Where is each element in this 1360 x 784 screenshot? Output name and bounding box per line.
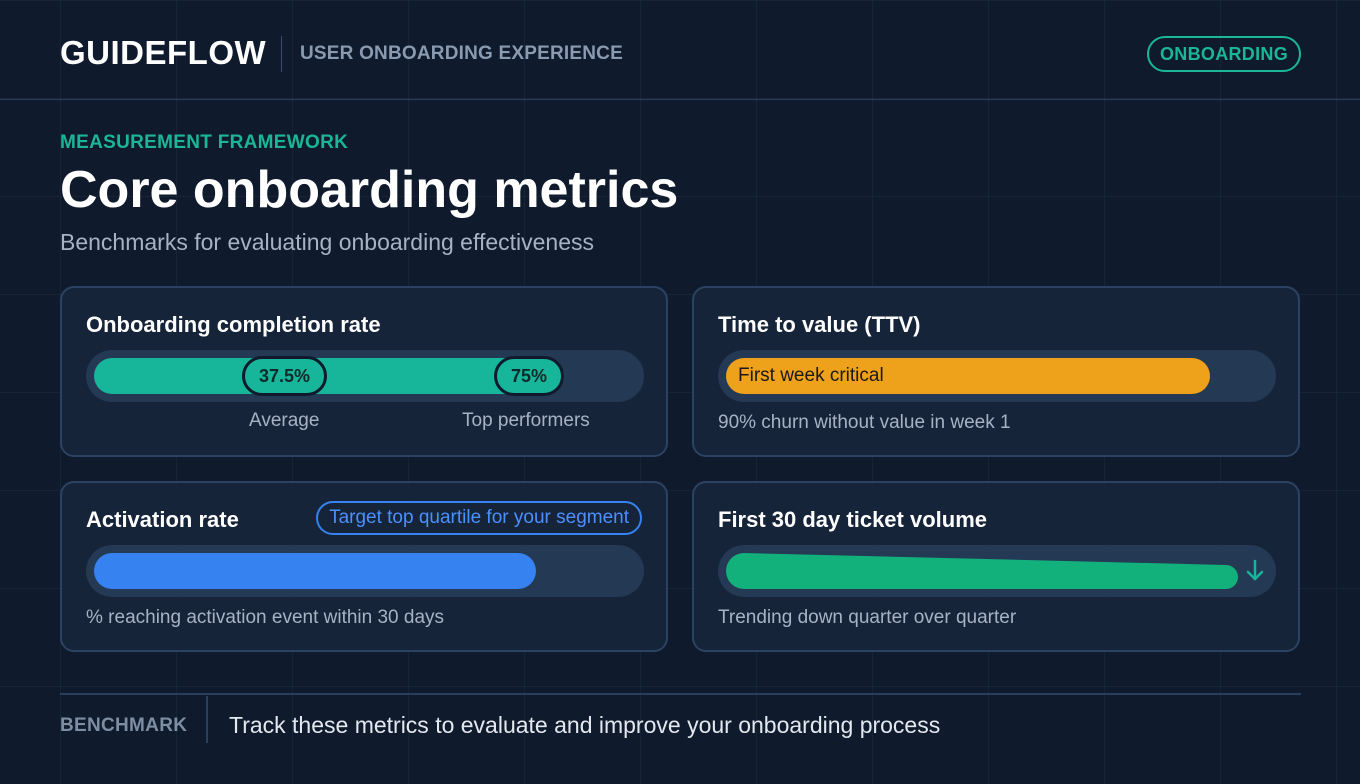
header-divider [281, 36, 282, 72]
average-label: Average [249, 410, 320, 431]
footer-vertical-divider [206, 696, 208, 743]
completion-rate-card: Onboarding completion rate 37.5% 75% Ave… [60, 286, 668, 457]
ttv-track: First week critical [718, 350, 1276, 402]
activation-track [86, 545, 644, 597]
page-subtitle: Benchmarks for evaluating onboarding eff… [60, 229, 595, 255]
card-title: First 30 day ticket volume [718, 507, 987, 532]
footer-text: Track these metrics to evaluate and impr… [229, 712, 941, 738]
completion-track: 37.5% 75% [86, 350, 644, 402]
ttv-caption: 90% churn without value in week 1 [718, 412, 1011, 433]
top-performers-label: Top performers [462, 410, 590, 431]
onboarding-badge: ONBOARDING [1147, 36, 1301, 72]
target-badge: Target top quartile for your segment [316, 501, 642, 535]
footer-label: BENCHMARK [60, 715, 188, 736]
ticket-caption: Trending down quarter over quarter [718, 607, 1017, 628]
arrow-down-icon [1246, 559, 1264, 581]
activation-caption: % reaching activation event within 30 da… [86, 607, 445, 628]
ticket-volume-card: First 30 day ticket volume Trending down… [692, 481, 1300, 652]
activation-fill [94, 553, 536, 589]
ticket-track [718, 545, 1276, 597]
brand-logo: GUIDEFLOW [60, 34, 267, 71]
activation-rate-card: Activation rate Target top quartile for … [60, 481, 668, 652]
footer-divider-line [60, 693, 1301, 695]
completion-fill [94, 358, 564, 394]
top-performers-marker: 75% [494, 356, 565, 396]
header-subtitle: USER ONBOARDING EXPERIENCE [300, 43, 623, 64]
ttv-fill: First week critical [726, 358, 1210, 394]
time-to-value-card: Time to value (TTV) First week critical … [692, 286, 1300, 457]
section-eyebrow: MEASUREMENT FRAMEWORK [60, 132, 349, 153]
ttv-bar-label: First week critical [738, 365, 884, 386]
page-title: Core onboarding metrics [60, 161, 679, 219]
card-title: Activation rate [86, 507, 239, 532]
ticket-trend-shape [726, 553, 1238, 589]
header: GUIDEFLOW USER ONBOARDING EXPERIENCE ONB… [0, 0, 1360, 100]
average-marker: 37.5% [242, 356, 328, 396]
card-title: Time to value (TTV) [718, 312, 921, 337]
card-title: Onboarding completion rate [86, 312, 381, 337]
